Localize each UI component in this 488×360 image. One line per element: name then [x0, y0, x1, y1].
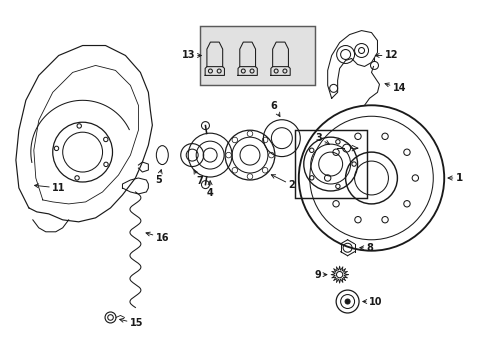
- Text: 3: 3: [315, 133, 329, 144]
- Text: 4: 4: [206, 181, 213, 198]
- Text: 1: 1: [447, 173, 462, 183]
- Text: 11: 11: [35, 183, 65, 193]
- Text: 6: 6: [270, 101, 279, 117]
- Text: 8: 8: [359, 243, 372, 253]
- Text: 2: 2: [271, 175, 295, 190]
- Text: 5: 5: [155, 170, 162, 185]
- Text: 15: 15: [120, 318, 143, 328]
- Text: 14: 14: [384, 83, 406, 93]
- Bar: [200, 26, 314, 85]
- Text: 16: 16: [146, 232, 169, 243]
- Text: 9: 9: [314, 270, 326, 280]
- Circle shape: [345, 299, 349, 304]
- Bar: [294, 130, 366, 198]
- Text: 7: 7: [194, 170, 203, 186]
- Text: 13: 13: [181, 50, 201, 60]
- Text: 12: 12: [374, 50, 397, 60]
- Text: 10: 10: [362, 297, 382, 306]
